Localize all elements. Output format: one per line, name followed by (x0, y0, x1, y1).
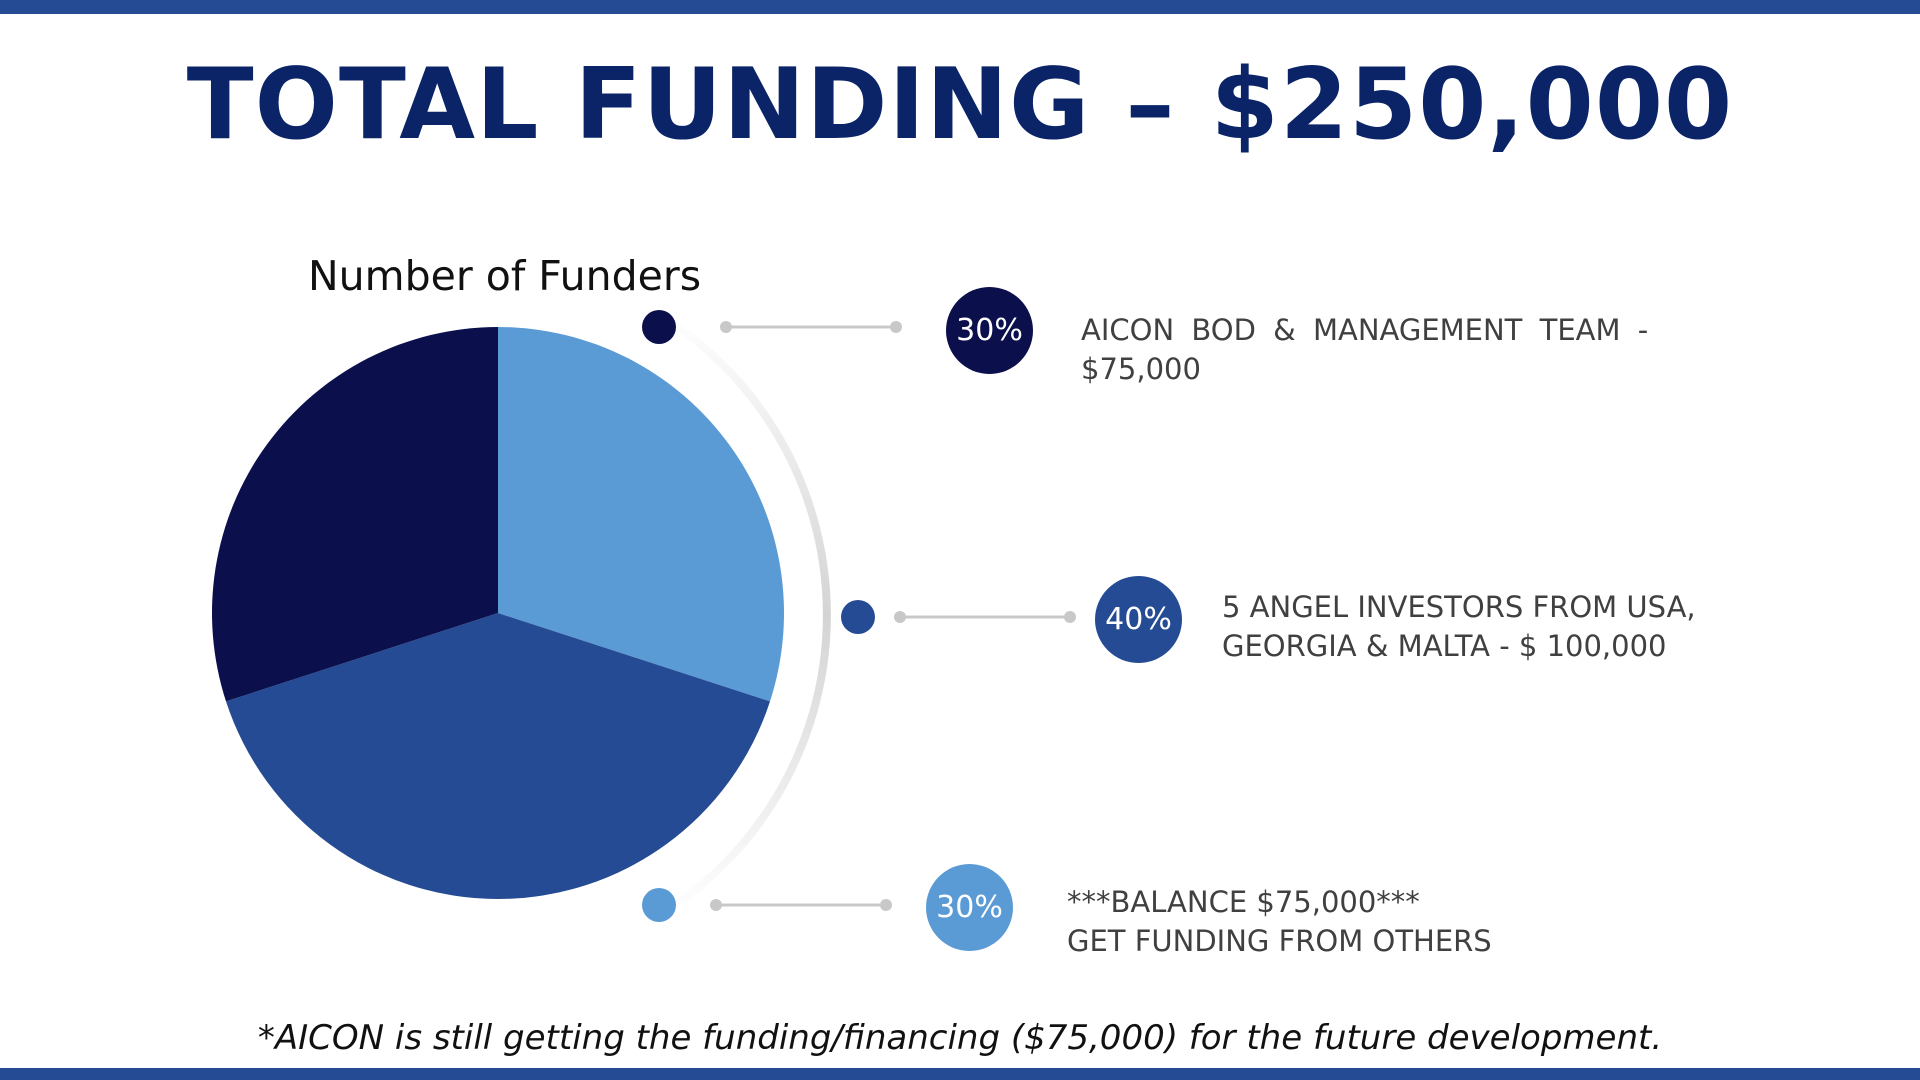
pie-slice-1 (498, 327, 784, 702)
marker-dot (841, 600, 875, 634)
pie-slice-2 (225, 613, 771, 899)
connector-end-dot (890, 321, 902, 333)
connector-end-dot (1064, 611, 1076, 623)
connector-end-dot (880, 899, 892, 911)
legend-label-line: 5 ANGEL INVESTORS FROM USA, (1222, 590, 1696, 624)
connector-end-dot (894, 611, 906, 623)
connector-end-dot (710, 899, 722, 911)
pie-slice-3 (212, 327, 499, 702)
legend-label-line: GET FUNDING FROM OTHERS (1067, 924, 1492, 958)
top-frame-bar (0, 0, 1920, 14)
connector-middle (841, 600, 1076, 634)
legend-label-angels: 5 ANGEL INVESTORS FROM USA, GEORGIA & MA… (1222, 588, 1696, 666)
legend-label-line: GEORGIA & MALTA - $ 100,000 (1222, 629, 1667, 663)
percent-badge-balance: 30% (926, 864, 1013, 951)
chart-title: Number of Funders (308, 252, 702, 300)
percent-badge-bod: 30% (946, 287, 1033, 374)
legend-label-bod: AICON BOD & MANAGEMENT TEAM - $75,000 (1081, 311, 1648, 389)
legend-label-line: AICON BOD & MANAGEMENT TEAM - (1081, 313, 1649, 347)
marker-dot (642, 888, 676, 922)
legend-label-balance: ***BALANCE $75,000*** GET FUNDING FROM O… (1067, 883, 1492, 961)
bottom-frame-bar (0, 1068, 1920, 1080)
legend-label-line: ***BALANCE $75,000*** (1067, 885, 1420, 919)
legend-label-line: $75,000 (1081, 352, 1201, 386)
percent-badge-angels: 40% (1095, 576, 1182, 663)
marker-dot (642, 310, 676, 344)
connector-arc (652, 308, 831, 922)
connector-end-dot (720, 321, 732, 333)
page-title: TOTAL FUNDING – $250,000 (186, 48, 1734, 162)
connector-bottom (642, 888, 892, 922)
pie-slices (212, 327, 784, 899)
connector-top (642, 310, 902, 344)
footnote: *AICON is still getting the funding/fina… (257, 1018, 1663, 1058)
